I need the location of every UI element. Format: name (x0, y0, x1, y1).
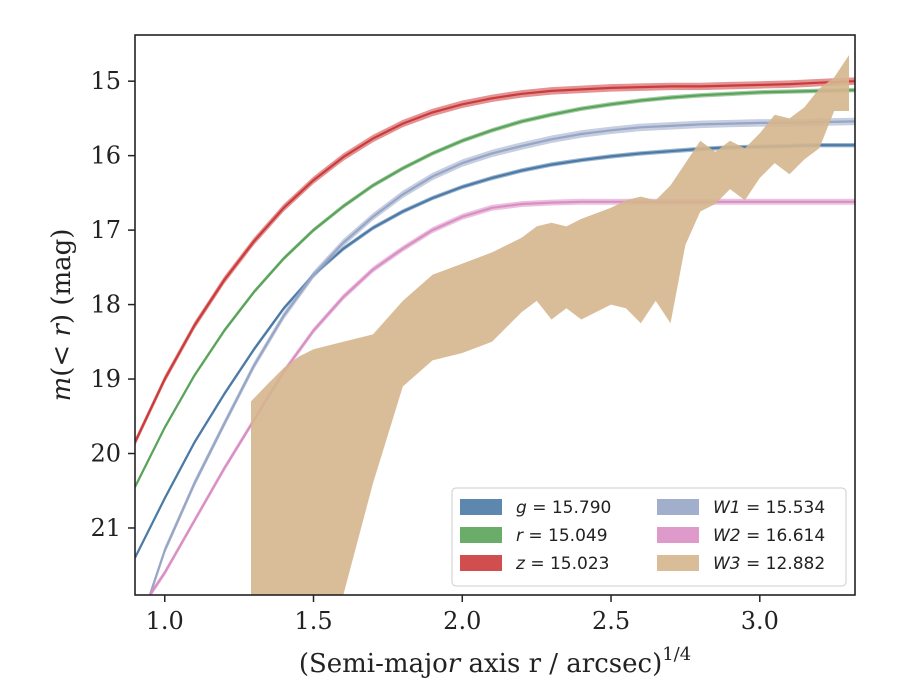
legend-swatch-r (460, 527, 502, 543)
y-tick-label: 21 (90, 514, 121, 542)
y-axis: 15 16 17 18 19 20 21 (90, 67, 135, 542)
legend-label-w2: W2 = 16.614 (713, 526, 825, 546)
x-tick-label: 1.5 (294, 607, 332, 635)
legend-box (451, 487, 847, 587)
x-axis-label: (Semi-major axis r / arcsec)1/4 (299, 644, 691, 679)
legend-label-w1: W1 = 15.534 (713, 498, 825, 518)
x-axis: 1.0 1.5 2.0 2.5 3.0 (146, 595, 779, 635)
y-tick-label: 15 (90, 67, 121, 95)
series-r-line (135, 89, 855, 488)
plot-area (135, 55, 855, 595)
y-tick-label: 16 (90, 142, 121, 170)
y-axis-label: m(< r) (mag) (47, 229, 77, 402)
legend-swatch-w1 (657, 499, 699, 515)
legend-swatch-w3 (657, 555, 699, 571)
legend-swatch-g (460, 499, 502, 515)
legend-swatch-w2 (657, 527, 699, 543)
y-tick-label: 20 (90, 440, 121, 468)
series-w3-band (251, 55, 849, 595)
x-tick-label: 3.0 (741, 607, 779, 635)
legend: g = 15.790 r = 15.049 z = 15.023 W1 = 15.53… (451, 487, 847, 587)
legend-label-z: z = 15.023 (515, 554, 609, 574)
axes-frame (134, 34, 856, 596)
series-w1-line (148, 120, 855, 595)
legend-label-r: r = 15.049 (516, 526, 608, 546)
x-tick-label: 1.0 (146, 607, 184, 635)
x-tick-label: 2.5 (592, 607, 630, 635)
series-z-line (135, 80, 855, 443)
x-tick-label: 2.0 (443, 607, 481, 635)
legend-label-w3: W3 = 12.882 (713, 554, 825, 574)
y-tick-label: 17 (90, 216, 121, 244)
legend-swatch-z (460, 555, 502, 571)
y-tick-label: 19 (90, 365, 121, 393)
legend-label-g: g = 15.790 (516, 498, 611, 518)
y-tick-label: 18 (90, 291, 121, 319)
